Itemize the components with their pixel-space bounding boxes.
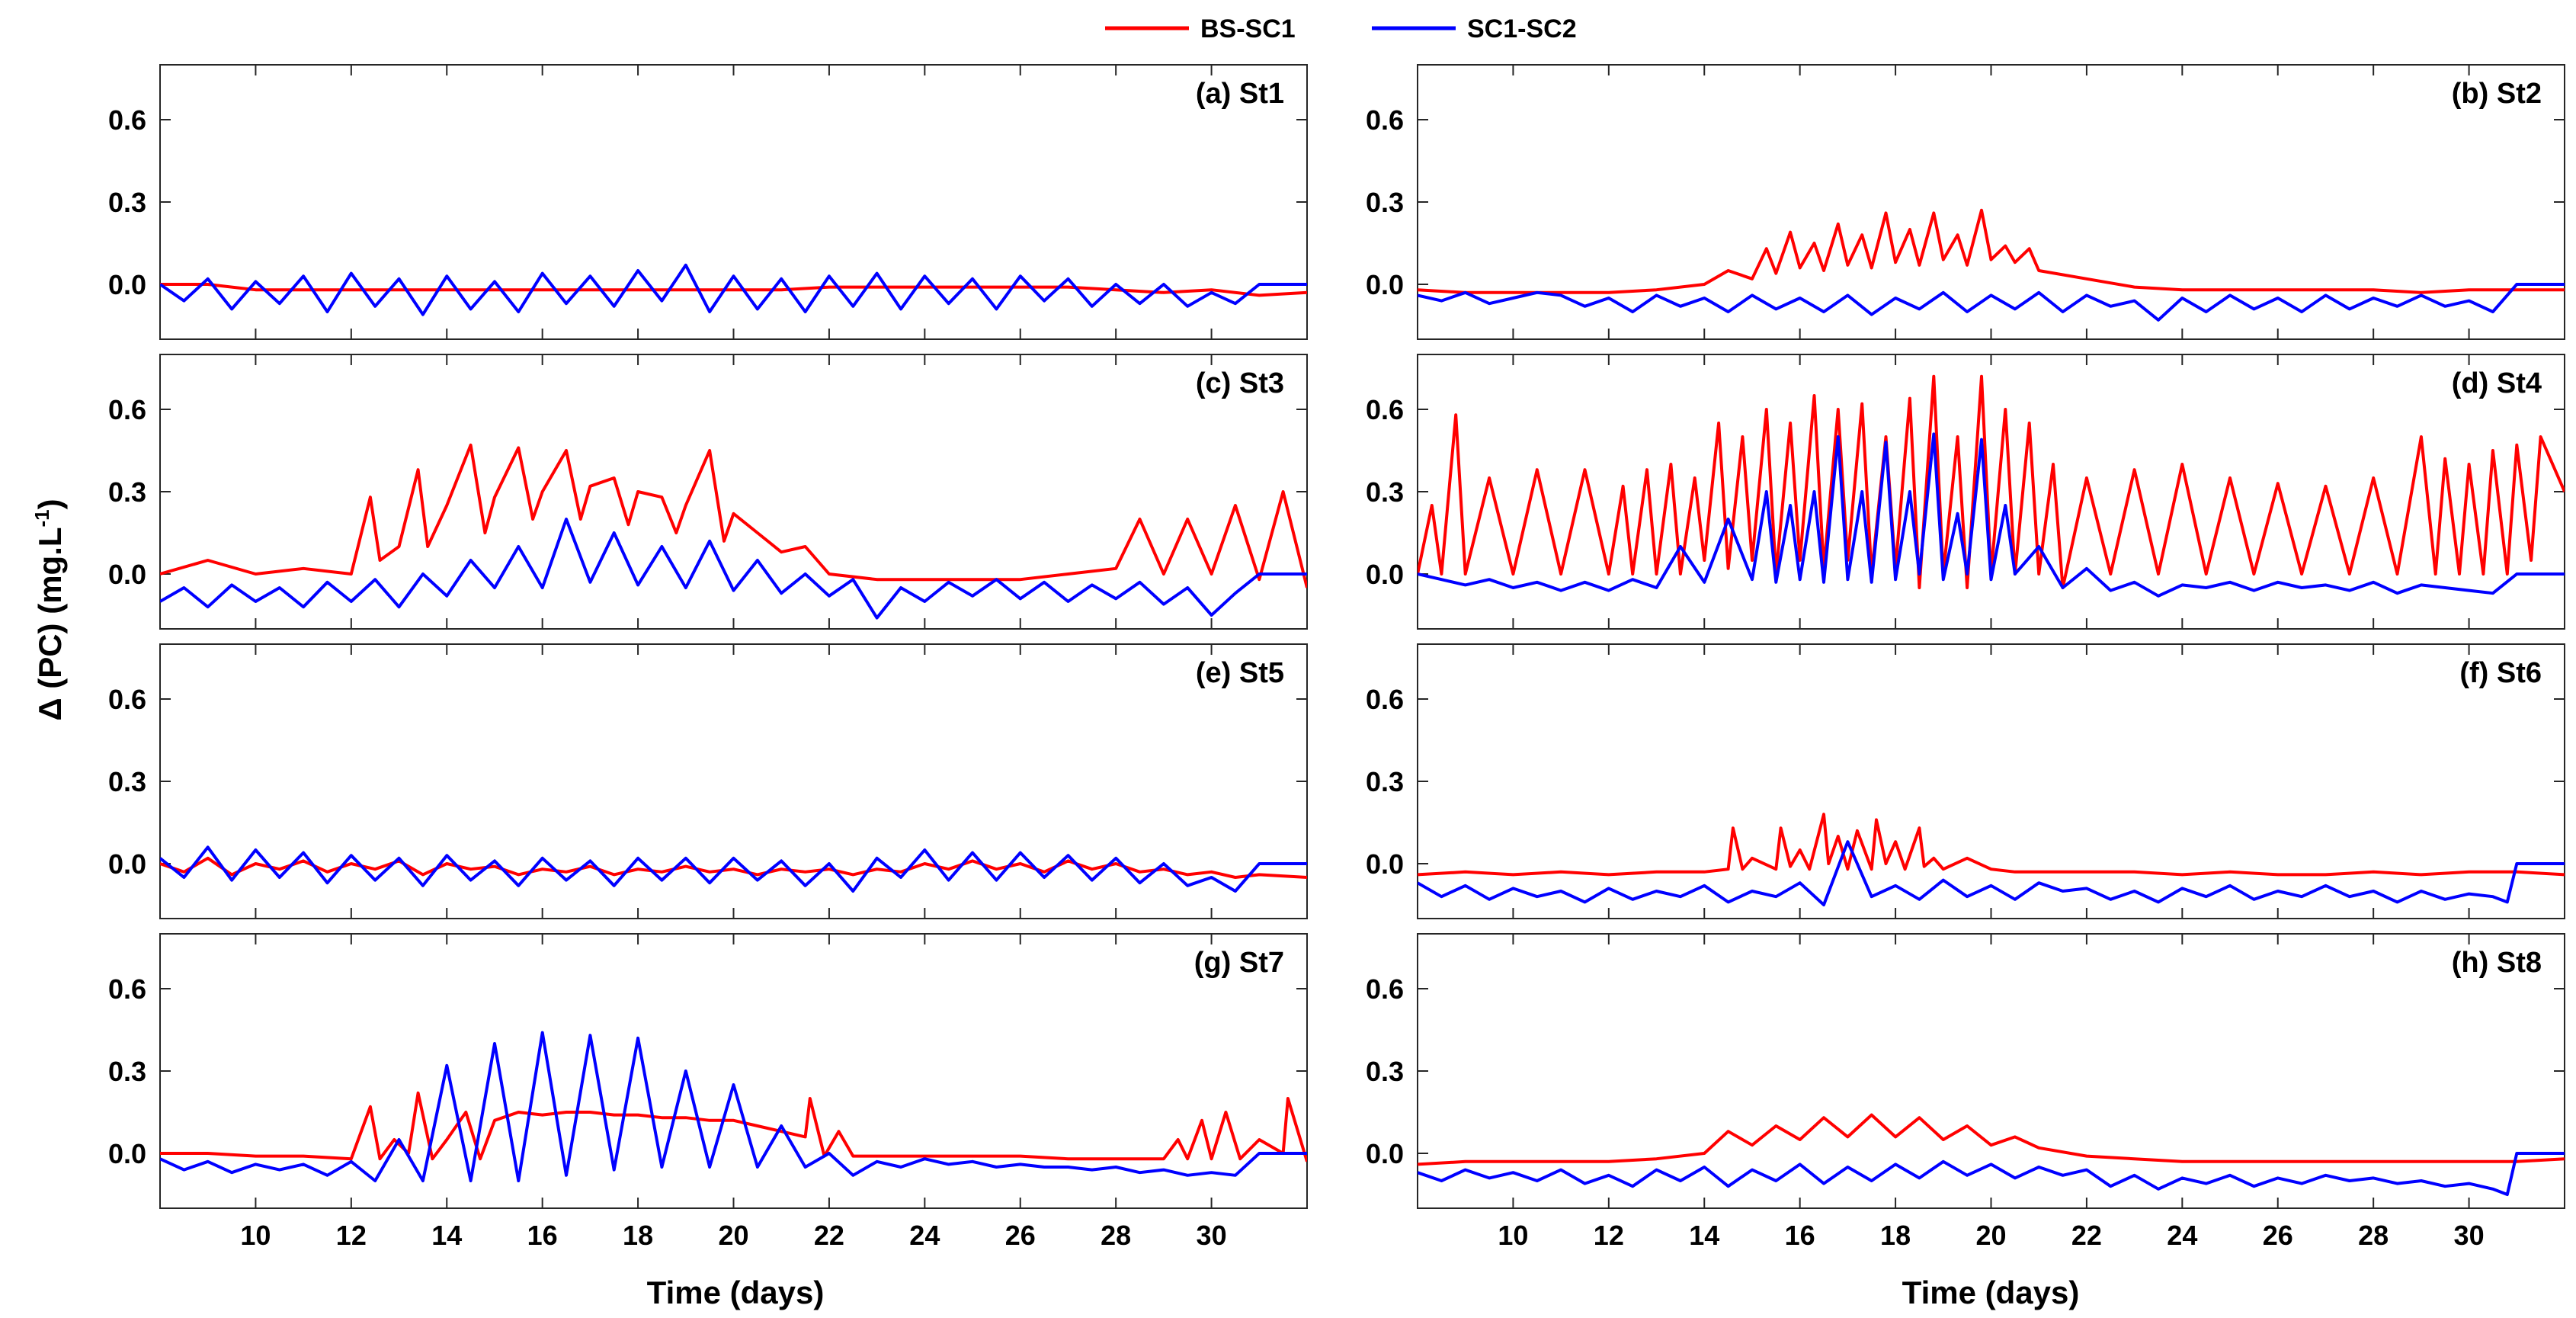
- series-line-bs-sc1: [1418, 1113, 2565, 1166]
- x-tick-label: 30: [1197, 1220, 1227, 1251]
- x-tick-label: 14: [1689, 1220, 1719, 1251]
- panel-f: 0.0 0.3 0.6 (f) St6: [1366, 643, 2565, 919]
- x-tick-label: 18: [623, 1220, 653, 1251]
- y-tick-label: 0.3: [108, 187, 146, 218]
- x-tick-label: 20: [718, 1220, 748, 1251]
- x-tick-label: 30: [2454, 1220, 2485, 1251]
- y-tick-label: 0.6: [108, 394, 146, 425]
- series-line-sc1-sc2: [160, 845, 1307, 893]
- series-line-sc1-sc2: [1418, 432, 2565, 598]
- y-tick-label: 0.0: [108, 559, 146, 590]
- x-tick-label: 20: [1975, 1220, 2006, 1251]
- x-tick-label: 26: [2263, 1220, 2293, 1251]
- panel-frame: [1417, 64, 2565, 340]
- panel-b: 0.0 0.3 0.6 (b) St2: [1366, 64, 2565, 340]
- y-tick-label: 0.6: [1366, 104, 1404, 136]
- series-line-sc1-sc2: [1418, 840, 2565, 906]
- panel-title: (c) St3: [1196, 367, 1284, 399]
- series-line-bs-sc1: [160, 443, 1307, 588]
- y-tick-label: 0.0: [1366, 848, 1404, 880]
- x-tick-label: 28: [1101, 1220, 1131, 1251]
- panel-title: (b) St2: [2452, 78, 2542, 110]
- y-tick-label: 0.6: [108, 973, 146, 1005]
- y-tick-label: 0.3: [108, 766, 146, 797]
- y-tick-label: 0.6: [1366, 394, 1404, 425]
- panel-d: 0.0 0.3 0.6 (d) St4: [1366, 354, 2565, 630]
- y-tick-label: 0.0: [1366, 559, 1404, 590]
- x-tick-label: 22: [2071, 1220, 2102, 1251]
- y-tick-label: 0.3: [1366, 476, 1404, 508]
- panel-h: 0.0 0.3 0.6 10 12 14 16 18 20 22 24 26 28 30 (h) St8: [1366, 933, 2565, 1251]
- y-axis-label-main: Δ (PC) (mg.L: [32, 527, 68, 720]
- panel-title: (a) St1: [1196, 78, 1284, 110]
- x-tick-label: 12: [336, 1220, 367, 1251]
- panel-title: (d) St4: [2452, 367, 2542, 399]
- y-tick-label: 0.3: [1366, 766, 1404, 797]
- panel-c: 0.0 0.3 0.6 (c) St3: [108, 354, 1308, 630]
- y-axis-label: Δ (PC) (mg.L-1): [30, 499, 68, 720]
- legend-label-sc1-sc2: SC1-SC2: [1467, 14, 1577, 43]
- series-line-sc1-sc2: [160, 263, 1307, 316]
- y-tick-label: 0.3: [108, 476, 146, 508]
- series-line-bs-sc1: [1418, 208, 2565, 294]
- series-line-bs-sc1: [160, 283, 1307, 297]
- x-tick-label: 28: [2358, 1220, 2389, 1251]
- panel-frame: [1417, 643, 2565, 919]
- y-tick-label: 0.6: [108, 104, 146, 136]
- x-tick-label: 12: [1594, 1220, 1624, 1251]
- series-line-sc1-sc2: [1418, 1152, 2565, 1196]
- panel-title: (e) St5: [1196, 657, 1284, 689]
- x-tick-label: 24: [2167, 1220, 2197, 1251]
- legend-label-bs-sc1: BS-SC1: [1200, 14, 1296, 43]
- x-tick-label: 16: [527, 1220, 558, 1251]
- y-tick-label: 0.6: [108, 684, 146, 715]
- panel-frame: [1417, 933, 2565, 1209]
- series-line-sc1-sc2: [160, 1031, 1307, 1182]
- y-tick-label: 0.0: [108, 1138, 146, 1169]
- x-tick-label: 10: [240, 1220, 271, 1251]
- x-tick-label: 10: [1498, 1220, 1528, 1251]
- panel-e: 0.0 0.3 0.6 (e) St5: [108, 643, 1308, 919]
- y-tick-label: 0.3: [1366, 187, 1404, 218]
- y-tick-label: 0.6: [1366, 684, 1404, 715]
- panel-title: (f) St6: [2459, 657, 2542, 689]
- x-tick-label: 26: [1005, 1220, 1036, 1251]
- y-axis-label-close: ): [32, 499, 68, 509]
- y-tick-label: 0.0: [108, 848, 146, 880]
- panel-frame: [159, 933, 1308, 1209]
- series-line-bs-sc1: [1418, 374, 2565, 589]
- x-axis-label-left: Time (days): [647, 1275, 825, 1310]
- panel-a: 0.0 0.3 0.6 (a) St1: [108, 64, 1308, 340]
- panel-g: 0.0 0.3 0.6 10 12 14 16 18 20 22 24 26 28 30 (g) St7: [108, 933, 1308, 1251]
- series-line-sc1-sc2: [1418, 283, 2565, 322]
- y-tick-label: 0.3: [108, 1056, 146, 1087]
- x-tick-label: 18: [1880, 1220, 1911, 1251]
- x-tick-label: 14: [431, 1220, 462, 1251]
- series-line-sc1-sc2: [160, 518, 1307, 620]
- y-tick-label: 0.0: [108, 269, 146, 300]
- y-tick-label: 0.0: [1366, 1138, 1404, 1169]
- panel-title: (g) St7: [1194, 947, 1284, 979]
- x-axis-label-right: Time (days): [1902, 1275, 2080, 1310]
- x-tick-label: 24: [909, 1220, 940, 1251]
- y-tick-label: 0.3: [1366, 1056, 1404, 1087]
- x-tick-label: 22: [814, 1220, 844, 1251]
- y-tick-label: 0.0: [1366, 269, 1404, 300]
- y-axis-label-superscript: -1: [30, 509, 53, 527]
- series-line-bs-sc1: [1418, 813, 2565, 877]
- y-tick-label: 0.6: [1366, 973, 1404, 1005]
- legend: BS-SC1 SC1-SC2: [1105, 14, 1577, 43]
- panel-title: (h) St8: [2452, 947, 2542, 979]
- x-tick-label: 16: [1785, 1220, 1815, 1251]
